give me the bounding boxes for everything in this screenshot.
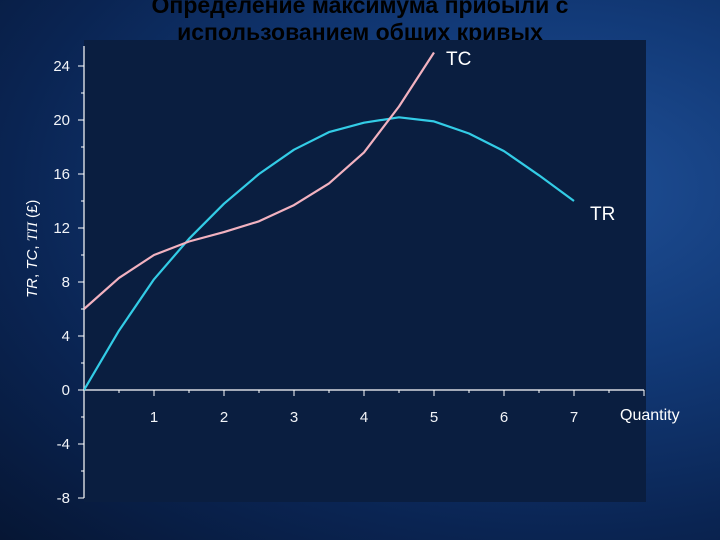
axes [78, 46, 645, 499]
y-tick-label: 24 [53, 58, 70, 75]
y-tick-label: 8 [62, 274, 70, 291]
slide-title-line-1: Определение максимума прибыли с [151, 0, 569, 18]
series-label-tr: TR [590, 204, 615, 225]
series-line-tr [84, 116, 575, 391]
x-tick-label: 2 [220, 409, 228, 426]
x-axis-title: Quantity [620, 407, 680, 424]
x-tick-label: 3 [290, 409, 298, 426]
x-tick-label: 1 [150, 409, 158, 426]
series-line-tc [84, 51, 435, 310]
x-tick-label: 7 [570, 409, 578, 426]
x-tick-label: 5 [430, 409, 438, 426]
plot-area [84, 40, 646, 502]
x-tick-label: 4 [360, 409, 368, 426]
y-tick-label: -4 [57, 436, 70, 453]
y-tick-label: -8 [57, 490, 70, 507]
y-tick-label: 16 [53, 166, 70, 183]
y-tick-label: 20 [53, 112, 70, 129]
y-tick-label: 12 [53, 220, 70, 237]
series-layer [84, 51, 575, 391]
y-tick-label: 0 [62, 382, 70, 399]
y-tick-label: 4 [62, 328, 70, 345]
series-label-tc: TC [446, 49, 471, 70]
y-axis-title: TR, TC, TΠ (£) [24, 200, 41, 298]
x-tick-label: 6 [500, 409, 508, 426]
